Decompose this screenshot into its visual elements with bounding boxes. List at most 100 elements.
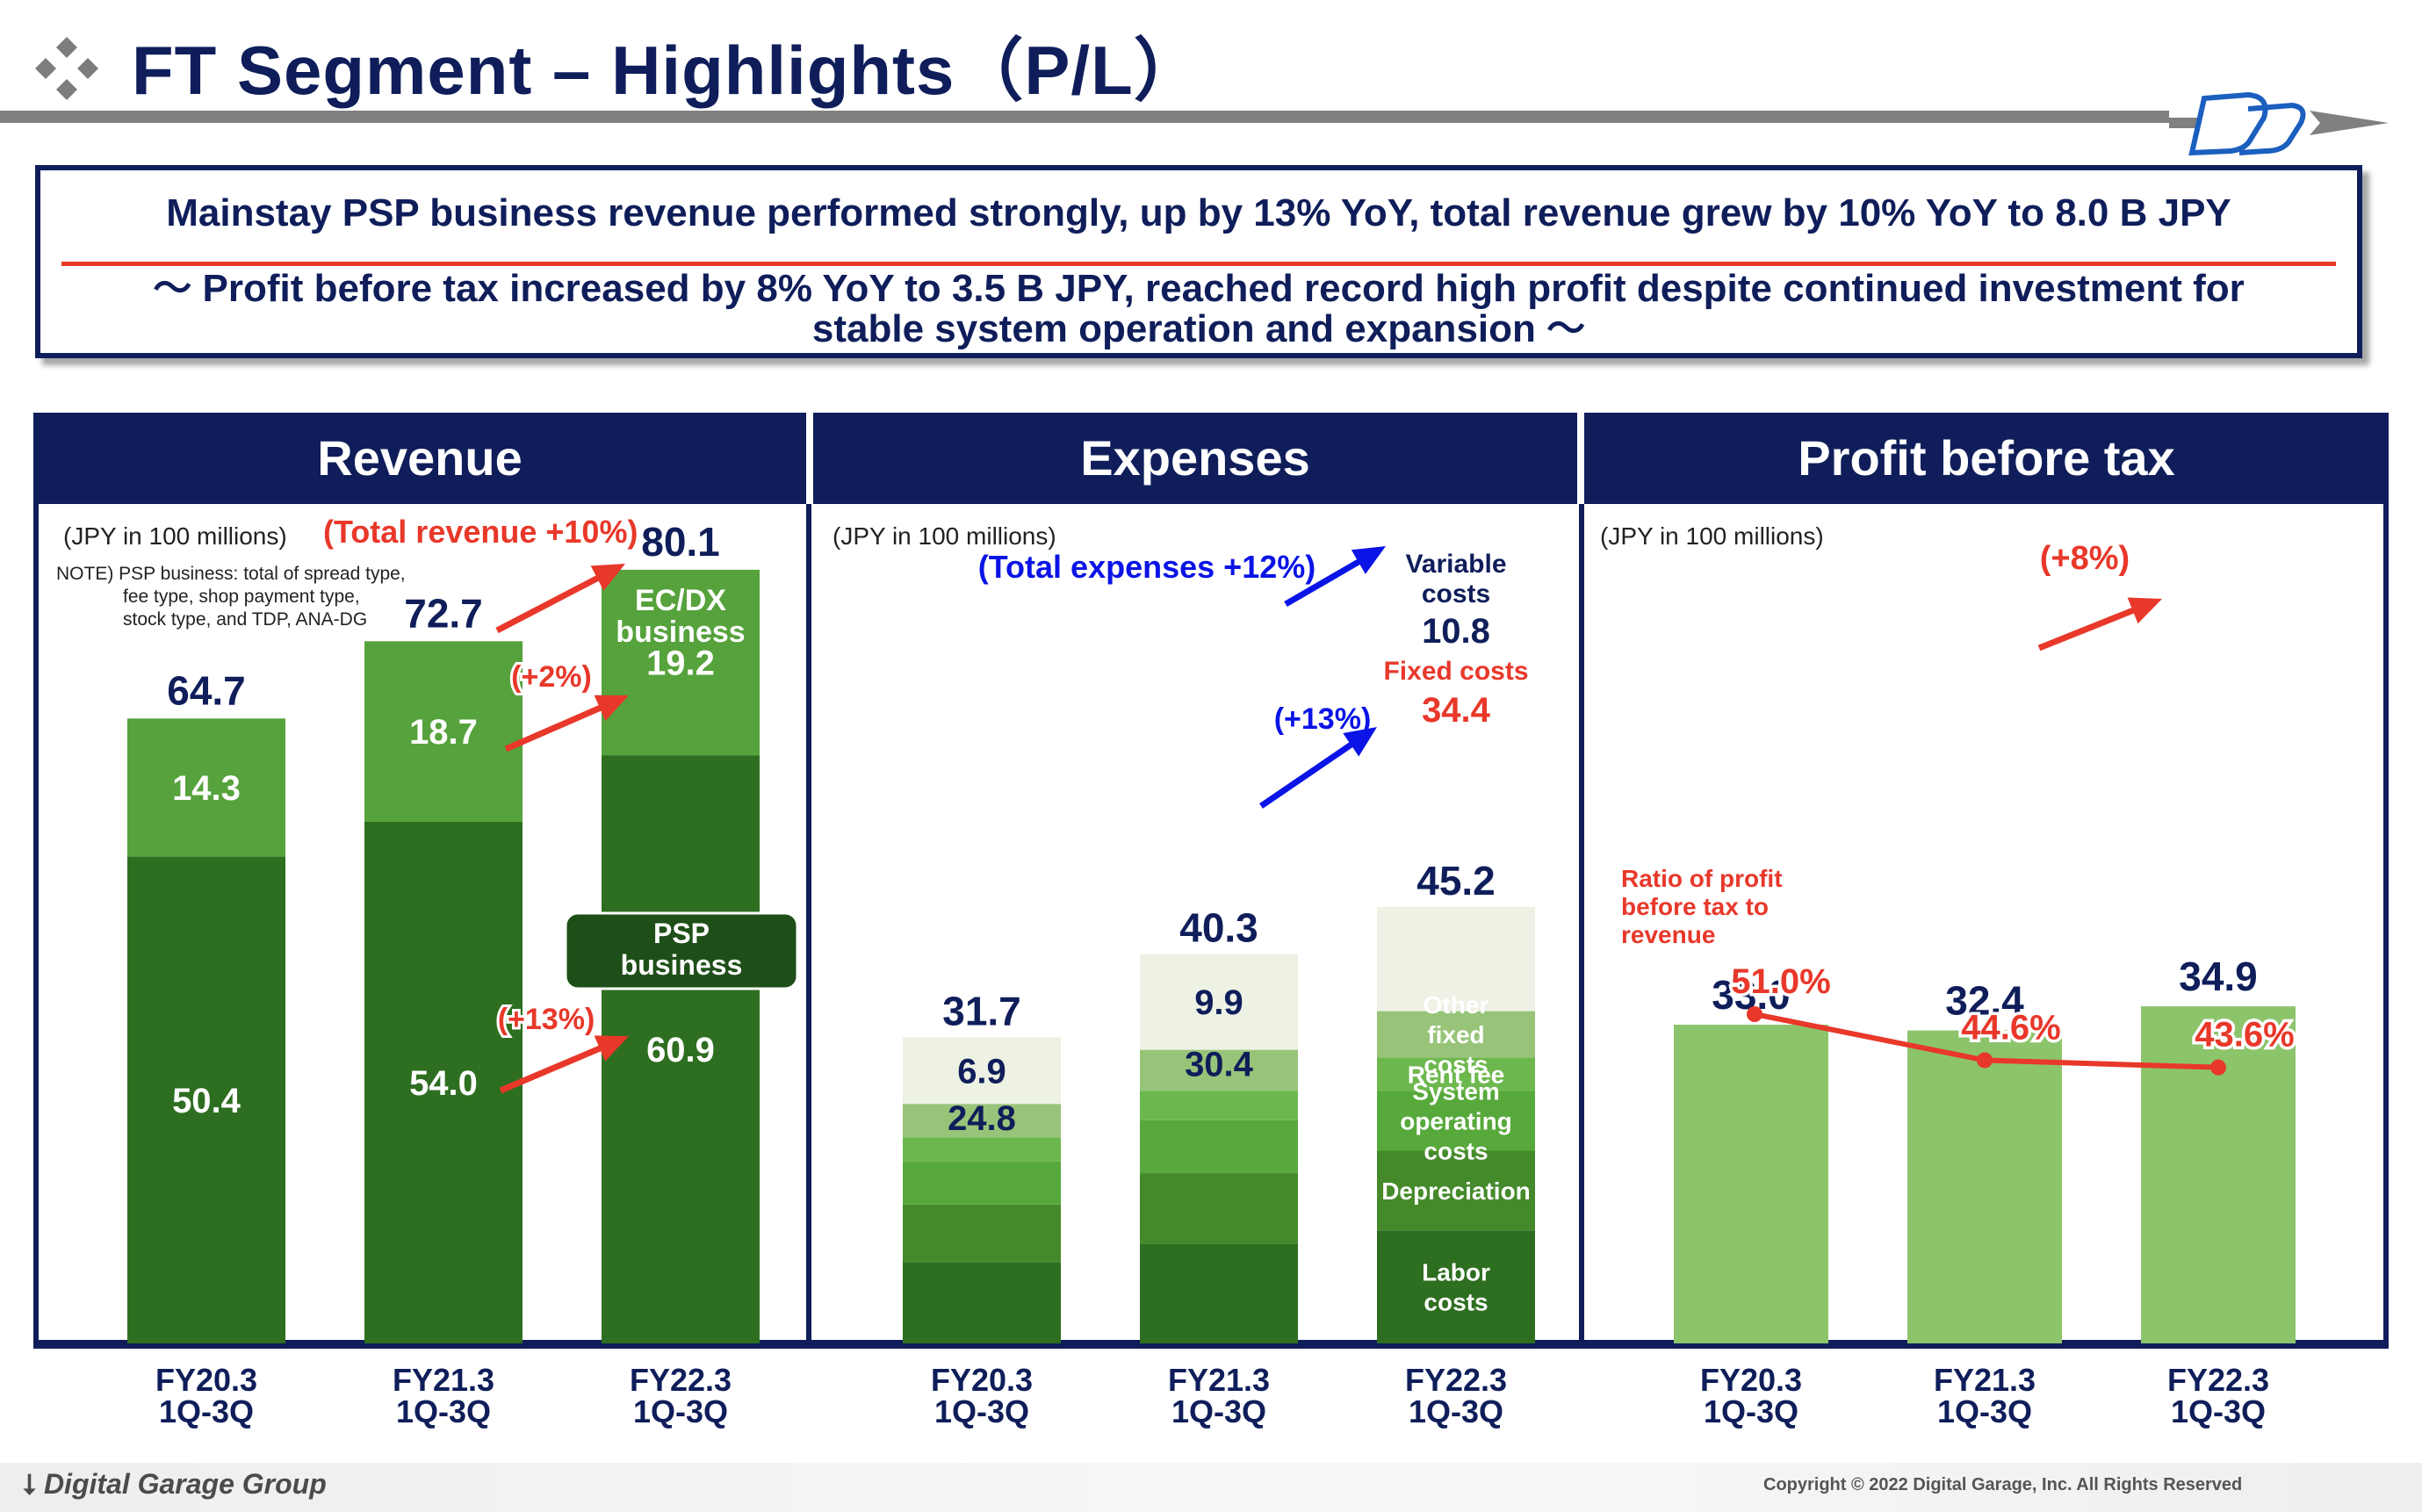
expenses-bar-variable xyxy=(1377,906,1535,1012)
profit-bar xyxy=(2141,1006,2296,1343)
page-title: FT Segment – Highlights（P/L） xyxy=(132,32,1203,109)
expenses-bar-fixed-segment xyxy=(1140,1120,1298,1174)
expenses-fixed-growth-arrow xyxy=(1259,727,1377,809)
expenses-variable-value: 6.9 xyxy=(957,1052,1006,1091)
expenses-bar-fixed-segment xyxy=(1377,1150,1535,1231)
revenue-panel-header: Revenue xyxy=(33,413,806,504)
revenue-unit-label: (JPY in 100 millions) xyxy=(63,522,287,550)
revenue-note: stock type, and TDP, ANA-DG xyxy=(123,609,367,630)
expenses-total-value: 45.2 xyxy=(1416,858,1496,904)
expenses-other-fixed-label: Other xyxy=(1424,991,1489,1019)
expenses-variable-legend: Variable xyxy=(1405,550,1506,579)
expenses-bar-fixed-segment xyxy=(1140,1049,1298,1091)
profit-bar xyxy=(1674,1025,1828,1343)
revenue-ecdx-value: 19.2 xyxy=(646,644,715,683)
expenses-panel-header: Expenses xyxy=(813,413,1577,504)
revenue-bar-psp xyxy=(364,822,523,1343)
expenses-bar-fixed-segment xyxy=(903,1262,1061,1343)
expenses-fixed-value: 30.4 xyxy=(1185,1046,1254,1084)
expenses-bar-fixed-segment xyxy=(1140,1173,1298,1244)
profit-unit-label: (JPY in 100 millions) xyxy=(1600,522,1824,550)
profit-x-label: 1Q-3Q xyxy=(1704,1393,1798,1429)
profit-value: 34.9 xyxy=(2179,954,2258,999)
copyright-text: Copyright © 2022 Digital Garage, Inc. Al… xyxy=(1763,1475,2243,1494)
expenses-bar-fixed-segment xyxy=(1140,1243,1298,1343)
expenses-x-label: FY20.3 xyxy=(931,1362,1033,1398)
revenue-x-label: 1Q-3Q xyxy=(633,1393,728,1429)
expenses-other-fixed-label: fixed xyxy=(1427,1021,1484,1048)
expenses-total-growth-arrow xyxy=(1284,546,1386,608)
expenses-bar-fixed-segment xyxy=(1140,1091,1298,1120)
expenses-system-costs-label: System xyxy=(1412,1077,1500,1105)
revenue-psp-value: 54.0 xyxy=(409,1064,478,1103)
summary-headline: Mainstay PSP business revenue performed … xyxy=(166,191,2231,234)
expenses-bar-fixed-segment xyxy=(903,1137,1061,1162)
profit-ratio-legend: revenue xyxy=(1621,921,1715,948)
expenses-bar-fixed-segment xyxy=(903,1104,1061,1138)
expenses-bar-fixed-segment xyxy=(1377,1230,1535,1343)
expenses-headline: (Total expenses +12%) xyxy=(978,549,1316,585)
profit-x-label: FY20.3 xyxy=(1700,1362,1802,1398)
profit-growth-label: (+8%) xyxy=(2040,540,2130,577)
expenses-system-costs-label: operating xyxy=(1400,1107,1512,1134)
revenue-bar-psp xyxy=(602,755,760,1343)
profit-axis-line xyxy=(1579,1343,2389,1349)
profit-x-label: FY21.3 xyxy=(1934,1362,2036,1398)
profit-x-label: FY22.3 xyxy=(2167,1362,2269,1398)
revenue-total-value: 80.1 xyxy=(641,519,720,565)
footer-logo: ⭣ Digital Garage Group xyxy=(23,1468,327,1501)
revenue-ecdx-value: 14.3 xyxy=(172,769,241,808)
revenue-bar-ecdx xyxy=(602,569,760,756)
expenses-bar-fixed-segment xyxy=(1377,1091,1535,1151)
expenses-variable-legend: costs xyxy=(1422,580,1490,608)
revenue-ecdx-value: 18.7 xyxy=(409,713,478,752)
expenses-depreciation-label: Depreciation xyxy=(1381,1177,1531,1205)
expenses-fixed-value: 34.4 xyxy=(1422,691,1491,730)
revenue-ecdx-growth-label: (+2%) xyxy=(511,660,592,694)
revenue-psp-growth-arrow xyxy=(499,1035,629,1094)
expenses-x-label: FY21.3 xyxy=(1168,1362,1270,1398)
revenue-total-growth-arrow xyxy=(495,564,625,634)
header-diamond-icon xyxy=(35,37,98,100)
expenses-bar-fixed-segment xyxy=(903,1161,1061,1205)
revenue-psp-legend: business xyxy=(621,949,743,981)
revenue-ecdx-legend: business xyxy=(616,616,745,649)
revenue-x-label: FY22.3 xyxy=(630,1362,732,1398)
revenue-psp-value: 50.4 xyxy=(172,1082,241,1120)
revenue-ecdx-legend: EC/DX xyxy=(635,584,726,617)
expenses-fixed-legend: Fixed costs xyxy=(1383,657,1528,686)
expenses-other-fixed-label: costs xyxy=(1424,1051,1488,1078)
expenses-rent-fee-label: Rent fee xyxy=(1408,1061,1504,1088)
profit-ratio-value: 43.6% xyxy=(2195,1016,2294,1055)
revenue-bar-ecdx xyxy=(127,718,285,857)
profit-ratio-value: 51.0% xyxy=(1731,962,1830,1001)
revenue-x-label: 1Q-3Q xyxy=(159,1393,254,1429)
profit-ratio-marker xyxy=(1977,1052,1993,1069)
revenue-x-label: FY20.3 xyxy=(155,1362,257,1398)
expenses-x-label: 1Q-3Q xyxy=(1171,1393,1266,1429)
revenue-bar-psp xyxy=(127,856,285,1343)
expenses-bar-fixed-segment xyxy=(903,1204,1061,1263)
revenue-psp-value: 60.9 xyxy=(646,1031,715,1069)
expenses-total-value: 31.7 xyxy=(942,988,1021,1033)
revenue-axis-line xyxy=(33,1343,811,1349)
expenses-x-label: 1Q-3Q xyxy=(934,1393,1029,1429)
expenses-total-value: 40.3 xyxy=(1179,905,1258,951)
revenue-note: fee type, shop payment type, xyxy=(123,587,360,607)
profit-panel-header: Profit before tax xyxy=(1584,413,2389,504)
expenses-variable-value: 9.9 xyxy=(1194,983,1243,1022)
expenses-bar-fixed-segment xyxy=(1377,1057,1535,1091)
revenue-total-value: 72.7 xyxy=(404,590,483,636)
expenses-labor-costs-label: Labor xyxy=(1422,1259,1490,1286)
expenses-labor-costs-label: costs xyxy=(1424,1289,1488,1316)
expenses-unit-label: (JPY in 100 millions) xyxy=(833,522,1056,550)
profit-x-label: 1Q-3Q xyxy=(2171,1393,2266,1429)
expenses-bar-variable xyxy=(1140,954,1298,1050)
revenue-note: NOTE) PSP business: total of spread type… xyxy=(56,564,406,584)
revenue-psp-growth-label: (+13%) xyxy=(498,1003,595,1036)
expenses-bar-variable xyxy=(903,1037,1061,1105)
expenses-x-label: FY22.3 xyxy=(1405,1362,1507,1398)
footer-logo-text: Digital Garage Group xyxy=(43,1468,327,1500)
revenue-x-label: FY21.3 xyxy=(393,1362,494,1398)
